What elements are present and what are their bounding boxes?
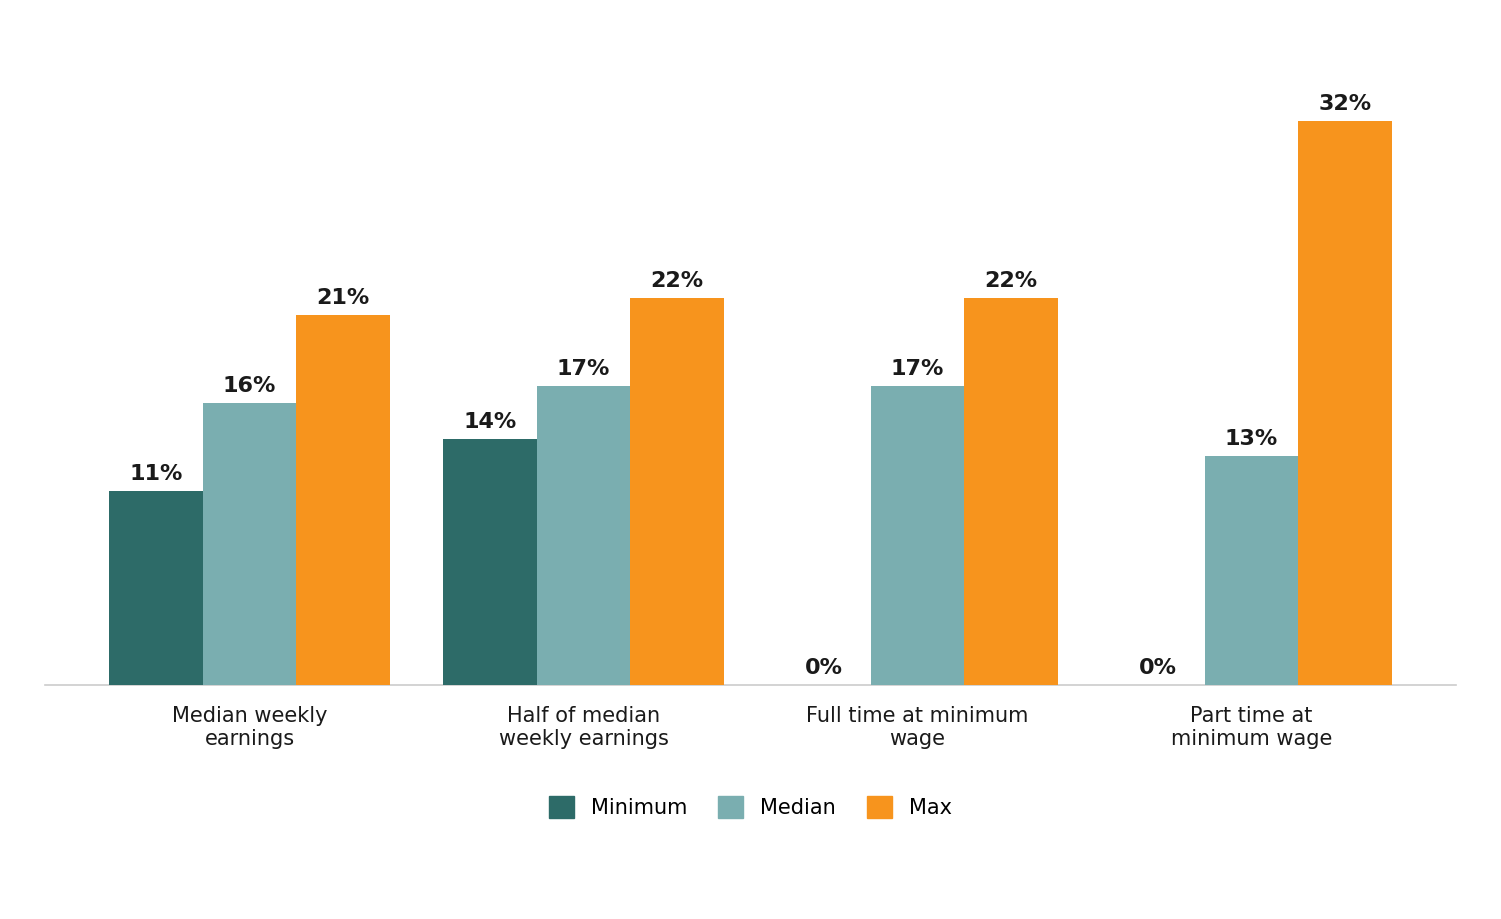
Bar	[110, 492, 203, 686]
Bar	[1298, 121, 1391, 686]
Bar	[1205, 456, 1298, 686]
Text: 32%: 32%	[1318, 95, 1372, 115]
Text: 16%: 16%	[222, 376, 276, 396]
Text: 0%: 0%	[1139, 658, 1177, 678]
Bar	[964, 298, 1058, 686]
Text: 21%: 21%	[317, 289, 369, 308]
Bar	[296, 315, 390, 686]
Bar	[630, 298, 723, 686]
Text: 17%: 17%	[890, 358, 944, 379]
Bar	[871, 386, 964, 686]
Text: 17%: 17%	[557, 358, 611, 379]
Text: 13%: 13%	[1225, 429, 1279, 449]
Text: 11%: 11%	[129, 464, 183, 484]
Bar	[537, 386, 630, 686]
Legend: Minimum, Median, Max: Minimum, Median, Max	[549, 797, 952, 818]
Text: 14%: 14%	[464, 412, 516, 432]
Bar	[203, 403, 296, 686]
Bar	[443, 438, 537, 686]
Text: 0%: 0%	[805, 658, 844, 678]
Text: 22%: 22%	[650, 270, 704, 290]
Text: 22%: 22%	[985, 270, 1037, 290]
